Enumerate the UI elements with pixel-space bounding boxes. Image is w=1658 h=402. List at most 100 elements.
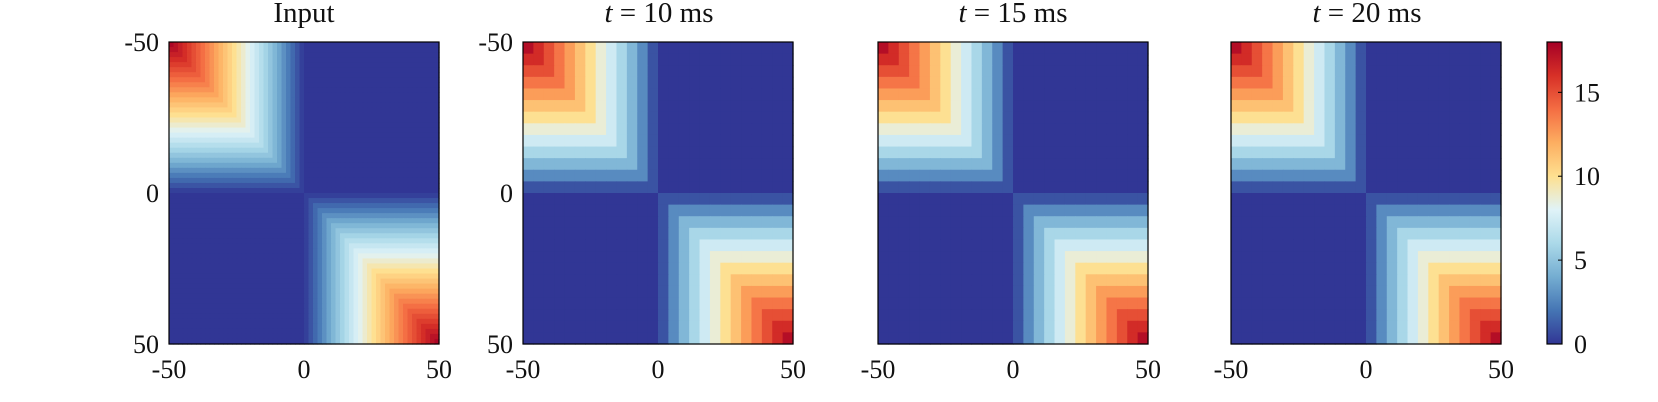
heatmap-cell: [335, 248, 341, 254]
heatmap-cell: [1137, 320, 1149, 333]
heatmap-cell: [425, 238, 431, 244]
heatmap-cell: [699, 227, 711, 241]
heatmap-cell: [344, 268, 350, 275]
heatmap-cell: [344, 67, 350, 73]
heatmap-cell: [205, 198, 211, 204]
heatmap-cell: [394, 338, 400, 345]
heatmap-cell: [214, 97, 220, 103]
heatmap-cell: [362, 208, 368, 214]
heatmap-cell: [380, 127, 386, 134]
heatmap-cell: [169, 333, 175, 340]
heatmap-cell: [407, 263, 413, 270]
heatmap-cell: [313, 122, 319, 129]
heatmap-cell: [286, 127, 292, 134]
heatmap-cell: [313, 172, 319, 179]
heatmap-cell: [358, 293, 364, 300]
heatmap-cell: [182, 203, 188, 209]
heatmap-cell: [574, 320, 586, 333]
heatmap-cell: [173, 248, 179, 254]
heatmap-cell: [782, 297, 794, 310]
heatmap-cell: [268, 162, 274, 169]
heatmap-cell: [322, 318, 328, 325]
heatmap-cell: [250, 92, 256, 98]
heatmap-cell: [250, 283, 256, 290]
heatmap-cell: [254, 87, 260, 93]
heatmap-cell: [313, 258, 319, 265]
heatmap-cell: [421, 298, 427, 305]
heatmap-cell: [178, 333, 184, 340]
heatmap-cell: [358, 223, 364, 229]
heatmap-cell: [585, 204, 597, 217]
heatmap-cell: [981, 309, 993, 322]
heatmap-cell: [331, 167, 337, 174]
heatmap-cell: [214, 72, 220, 78]
heatmap-cell: [223, 142, 229, 149]
heatmap-cell: [658, 204, 669, 217]
heatmap-cell: [403, 288, 409, 295]
heatmap-cell: [259, 228, 265, 234]
heatmap-cell: [1127, 239, 1139, 252]
heatmap-cell: [358, 67, 364, 73]
heatmap-cell: [385, 127, 391, 134]
heatmap-cell: [340, 137, 346, 144]
heatmap-cell: [268, 268, 274, 275]
heatmap-cell: [200, 147, 206, 154]
heatmap-cell: [313, 132, 319, 139]
heatmap-cell: [385, 203, 391, 209]
heatmap-cell: [554, 111, 566, 124]
heatmap-cell: [182, 338, 188, 345]
heatmap-cell: [178, 193, 184, 199]
heatmap-cell: [1085, 227, 1097, 241]
heatmap-cell: [349, 288, 355, 295]
heatmap-cell: [367, 288, 373, 295]
heatmap-cell: [909, 332, 921, 345]
heatmap-cell: [412, 72, 418, 78]
heatmap-cell: [772, 76, 784, 90]
heatmap-cell: [412, 223, 418, 229]
heatmap-cell: [658, 42, 669, 55]
heatmap-cell: [182, 142, 188, 149]
heatmap-cell: [250, 208, 256, 214]
heatmap-cell: [200, 193, 206, 199]
heatmap-cell: [929, 285, 941, 299]
heatmap-cell: [259, 303, 265, 310]
heatmap-cell: [214, 62, 220, 68]
heatmap-cell: [263, 238, 269, 244]
heatmap-cell: [340, 172, 346, 179]
heatmap-cell: [1096, 216, 1108, 229]
heatmap-cell: [232, 263, 238, 270]
heatmap-cell: [227, 338, 233, 345]
heatmap-cell: [637, 297, 649, 310]
heatmap-cell: [425, 87, 431, 93]
heatmap-cell: [1096, 88, 1108, 101]
heatmap-cell: [523, 158, 534, 171]
heatmap-cell: [761, 100, 773, 113]
heatmap-cell: [403, 218, 409, 224]
heatmap-cell: [761, 146, 773, 159]
heatmap-cell: [1085, 216, 1097, 229]
heatmap-cell: [173, 157, 179, 164]
heatmap-cell: [416, 142, 422, 149]
heatmap-cell: [241, 318, 247, 325]
heatmap-cell: [187, 177, 193, 184]
heatmap-cell: [430, 228, 436, 234]
heatmap-cell: [961, 76, 973, 90]
heatmap-cell: [403, 208, 409, 214]
heatmap-cell: [362, 42, 368, 48]
heatmap-cell: [403, 62, 409, 68]
heatmap-cell: [421, 112, 427, 119]
heatmap-cell: [218, 288, 224, 295]
heatmap-cell: [209, 213, 215, 219]
heatmap-cell: [398, 308, 404, 315]
heatmap-cell: [182, 333, 188, 340]
heatmap-cell: [223, 258, 229, 265]
heatmap-cell: [218, 162, 224, 169]
x-tick-label: 50: [780, 355, 806, 384]
heatmap-cell: [403, 213, 409, 219]
heatmap-cell: [254, 72, 260, 78]
heatmap-cell: [1085, 100, 1097, 113]
heatmap-cell: [326, 258, 332, 265]
heatmap-cell: [385, 228, 391, 234]
heatmap-cell: [878, 285, 889, 299]
heatmap-cell: [637, 227, 649, 241]
